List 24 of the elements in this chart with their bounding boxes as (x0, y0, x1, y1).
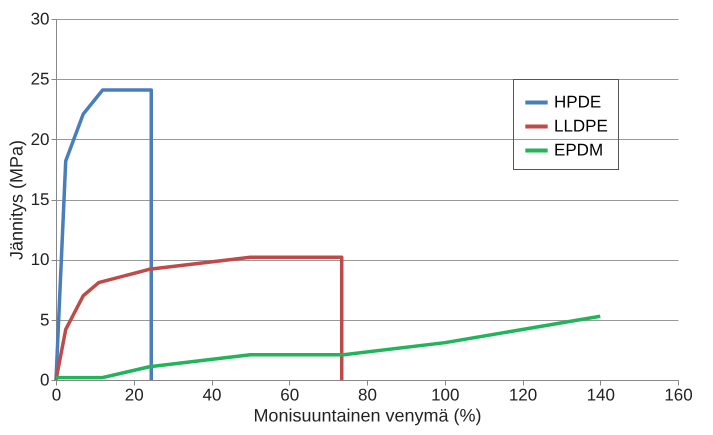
line-series (54, 314, 602, 380)
y-tick-label: 10 (30, 250, 50, 270)
y-tick-label: 25 (30, 70, 50, 89)
x-tick-label: 0 (52, 386, 62, 404)
line-series (54, 256, 344, 382)
y-tick-label: 15 (30, 190, 50, 209)
x-tick-label: 140 (586, 386, 615, 404)
y-tick-label: 5 (40, 310, 50, 330)
x-tick-label: 20 (124, 386, 144, 404)
y-tick-label: 0 (40, 370, 50, 390)
x-axis-title: Monisuuntainen venymä (%) (253, 406, 482, 426)
x-tick-label: 120 (508, 386, 538, 404)
legend-label: HPDE (554, 92, 602, 112)
x-tick-label: 160 (664, 386, 693, 404)
legend-label: EPDM (554, 140, 604, 160)
y-tick-label: 30 (30, 10, 50, 28)
x-tick-label: 40 (202, 386, 222, 404)
y-axis-title: Jännitys (MPa) (6, 140, 27, 260)
x-tick-label: 60 (280, 386, 300, 404)
x-tick-label: 80 (358, 386, 377, 404)
legend-label: LLDPE (554, 116, 608, 136)
line-series (54, 88, 153, 382)
y-tick-label: 20 (30, 130, 50, 149)
x-tick-label: 100 (431, 386, 460, 404)
